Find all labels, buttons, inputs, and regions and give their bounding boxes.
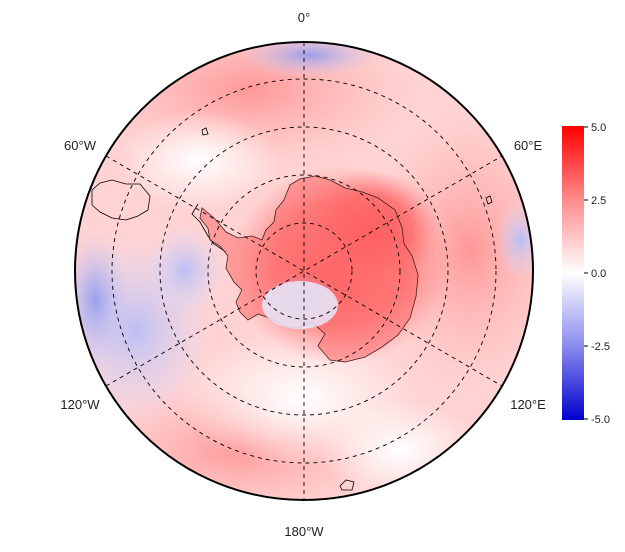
lon-label-180w: 180°W — [284, 524, 324, 539]
lon-label-120w: 120°W — [60, 397, 100, 412]
colorbar-ticks — [584, 126, 588, 420]
south-america-tip — [91, 179, 151, 221]
longitude-labels: 0° 60°W 60°E 120°W 120°E 180°W — [60, 10, 546, 539]
colorbar-gradient — [562, 126, 584, 420]
island-small — [339, 479, 355, 491]
lon-label-120e: 120°E — [510, 397, 546, 412]
lon-label-60w: 60°W — [64, 138, 97, 153]
graticule — [105, 42, 503, 500]
island-small — [201, 127, 209, 136]
lon-label-60e: 60°E — [514, 138, 543, 153]
latitude-circle — [111, 78, 497, 464]
map-border — [74, 41, 534, 501]
lon-label-0: 0° — [298, 10, 310, 25]
antarctica-land — [200, 176, 418, 362]
colorbar-tick-label: -2.5 — [591, 341, 610, 353]
colorbar-tick-label: -5.0 — [591, 414, 610, 426]
antarctic-peninsula — [191, 203, 227, 253]
colorbar-tick-label: 2.5 — [591, 195, 606, 207]
colorbar: 5.0 2.5 0.0 -2.5 -5.0 — [562, 122, 610, 426]
colorbar-tick-label: 5.0 — [591, 122, 606, 134]
latitude-circle — [159, 126, 449, 416]
latitude-circle — [207, 174, 401, 368]
latitude-circle — [255, 222, 353, 320]
island-small — [485, 195, 493, 205]
colorbar-tick-label: 0.0 — [591, 268, 606, 280]
